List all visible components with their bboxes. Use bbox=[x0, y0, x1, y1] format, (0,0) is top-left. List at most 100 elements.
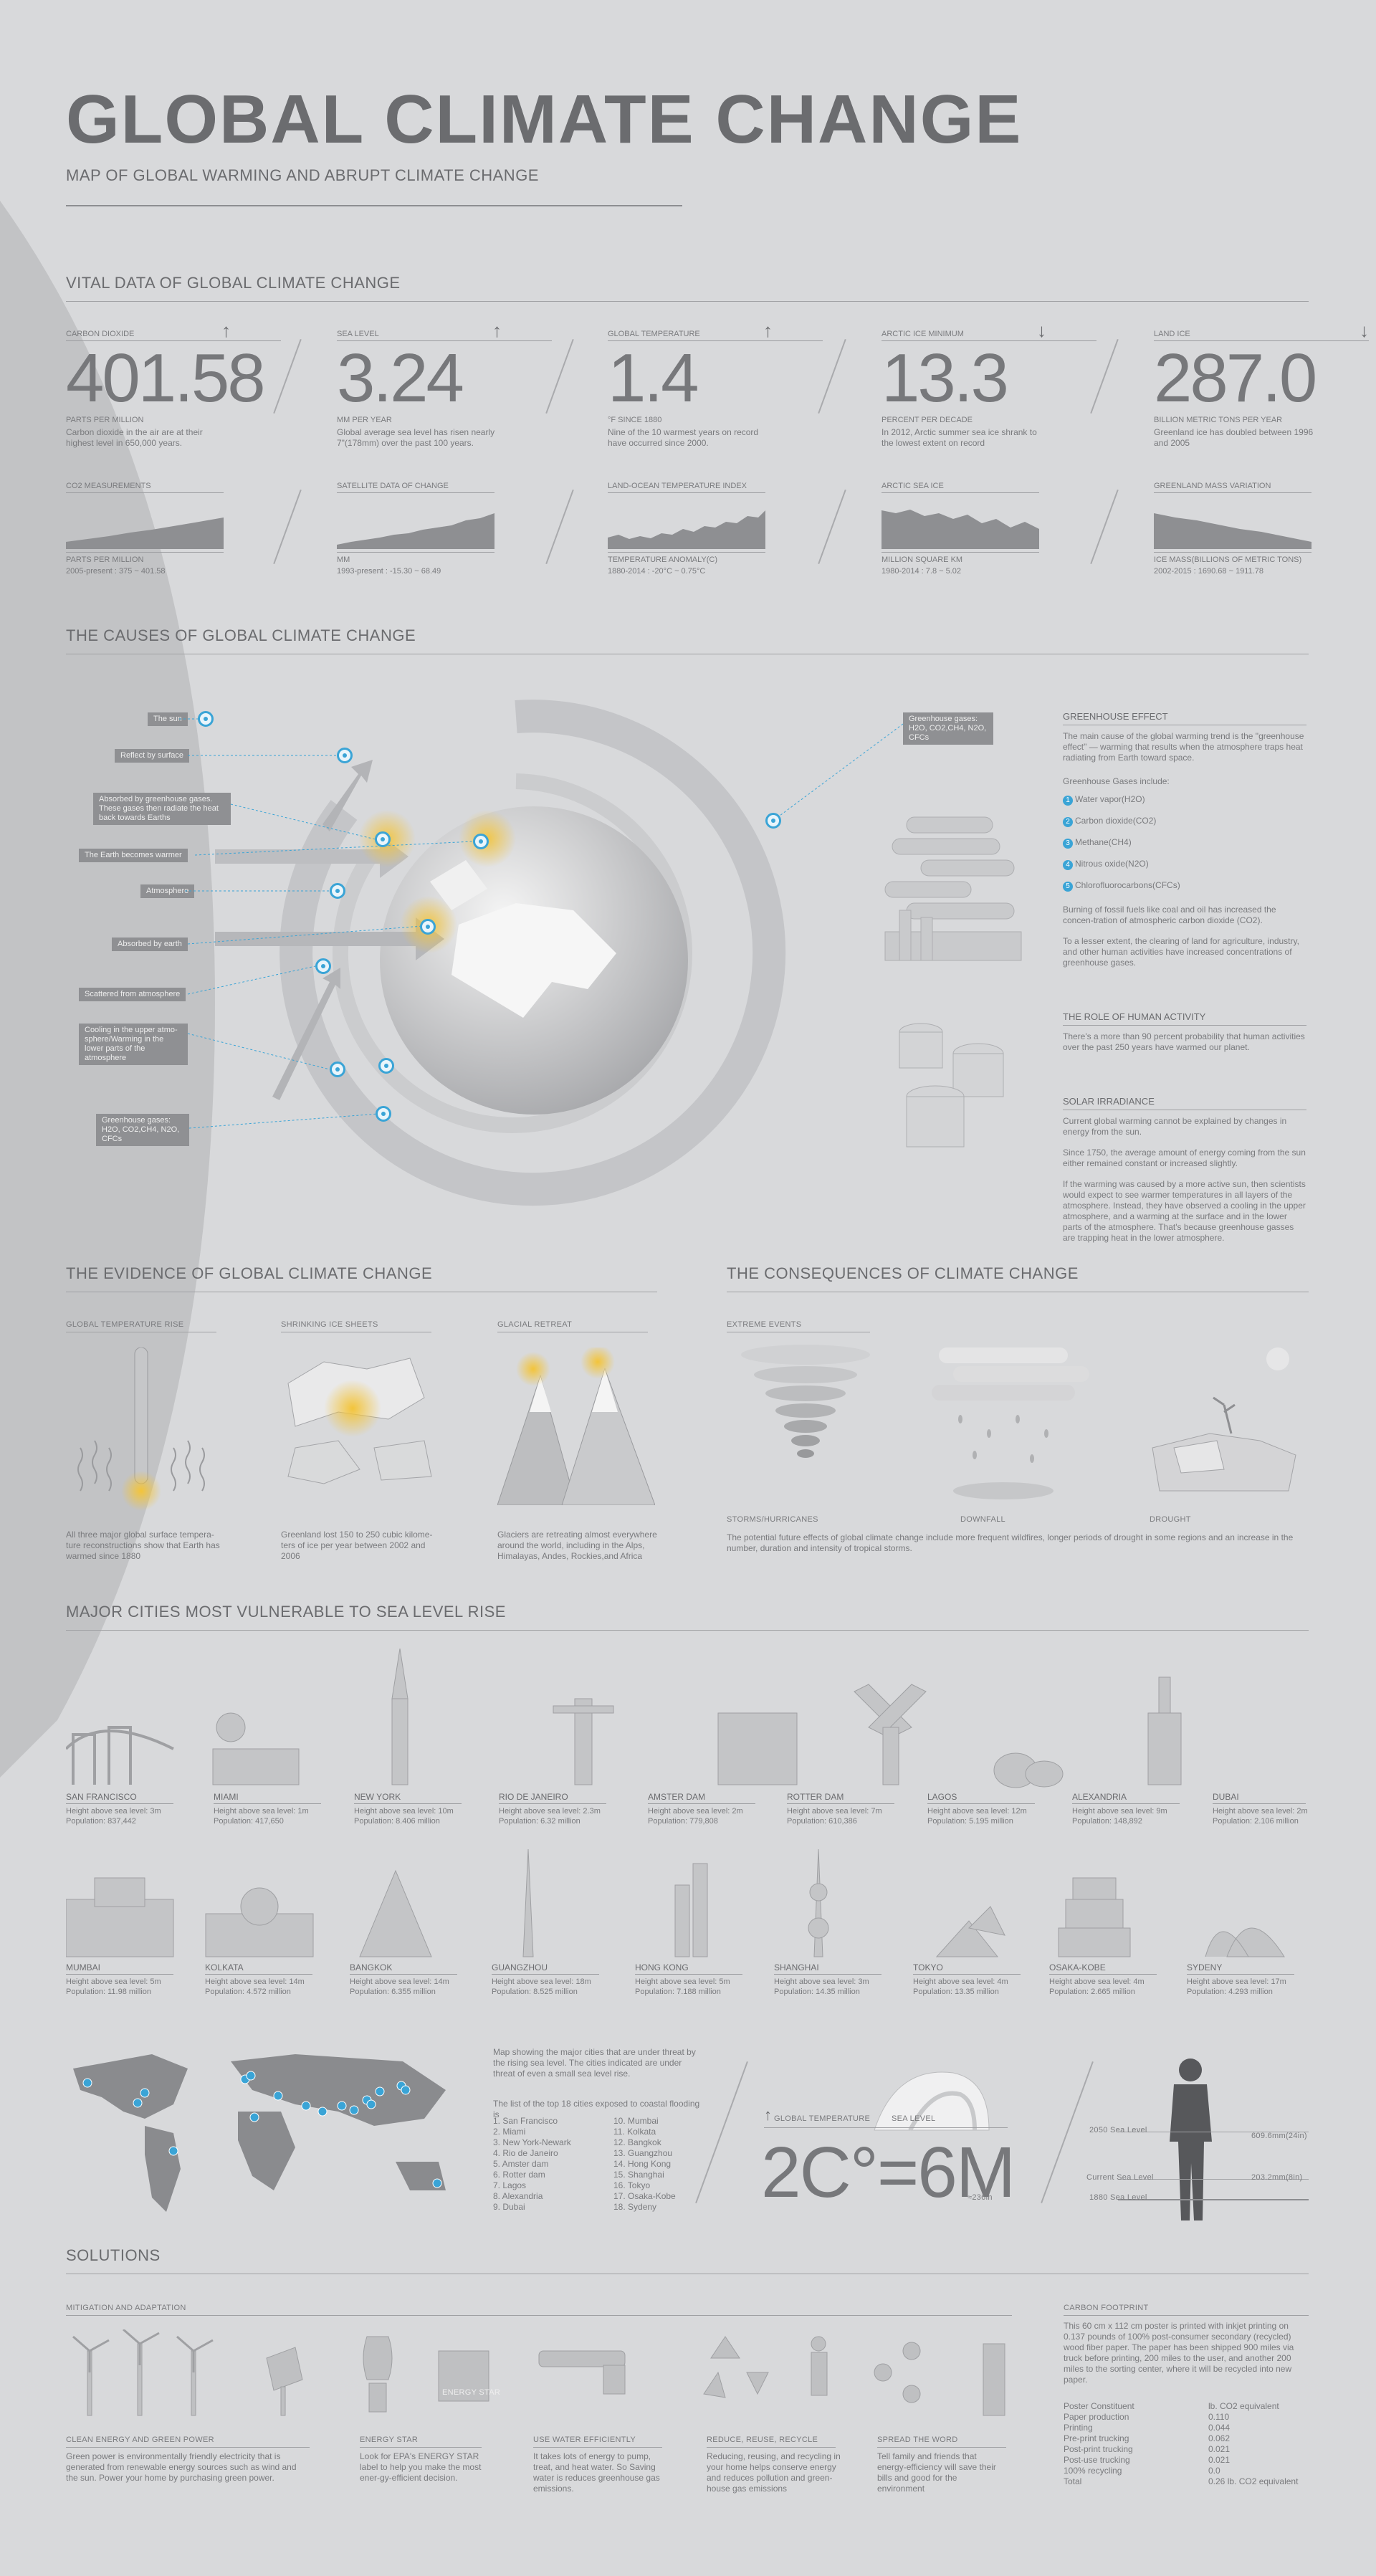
solution-key: CLEAN ENERGY AND GREEN POWER bbox=[66, 2436, 214, 2444]
vital-key: SEA LEVEL bbox=[337, 330, 379, 338]
drought-illustration bbox=[1152, 1347, 1296, 1492]
footprint-key: Printing bbox=[1064, 2423, 1093, 2433]
city-population: Population: 8.525 million bbox=[492, 1988, 578, 1996]
vital-rule bbox=[1154, 340, 1369, 341]
footprint-key: Post-use trucking bbox=[1064, 2455, 1130, 2465]
city-population: Population: 2.665 million bbox=[1049, 1988, 1135, 1996]
greenhouse-diagram bbox=[215, 700, 786, 1206]
vital-key: LAND ICE bbox=[1154, 330, 1190, 338]
city-height: Height above sea level: 4m bbox=[913, 1978, 1008, 1986]
vital-unit: BILLION METRIC TONS PER YEAR bbox=[1154, 416, 1283, 424]
footprint-row: 100% recycling 0.0 bbox=[1064, 2466, 1309, 2476]
vital-sea-level: SEA LEVEL ↑ 3.24 MM PER YEAR Global aver… bbox=[337, 320, 552, 449]
temperature-chart: LAND-OCEAN TEMPERATURE INDEX TEMPERATURE… bbox=[608, 482, 765, 576]
footprint-row: Post-use trucking 0.021 bbox=[1064, 2455, 1309, 2466]
city-population: Population: 2.106 million bbox=[1213, 1817, 1299, 1826]
chart-range: 1980-2014 : 7.8 ~ 5.02 bbox=[882, 567, 962, 576]
footprint-value: 0.044 bbox=[1208, 2423, 1231, 2433]
city-rule bbox=[350, 1974, 457, 1975]
chart-key: GREENLAND MASS VARIATION bbox=[1154, 482, 1271, 490]
equation-rule bbox=[764, 2127, 1008, 2128]
label-absorbed-greenhouse: Absorbed by greenhouse gases. These gase… bbox=[93, 793, 231, 825]
vital-rule bbox=[66, 340, 281, 341]
arrow-up-icon: ↑ bbox=[221, 320, 231, 341]
city-rule bbox=[66, 1974, 173, 1975]
page-subtitle: MAP OF GLOBAL WARMING AND ABRUPT CLIMATE… bbox=[66, 166, 539, 184]
chart-key: SATELLITE DATA OF CHANGE bbox=[337, 482, 449, 490]
city-card: SYDENY Height above sea level: 17m Populat… bbox=[1187, 1962, 1309, 1997]
label-earth-warmer: The Earth becomes warmer bbox=[79, 849, 188, 862]
chart-range: 1993-present : -15.30 ~ 68.49 bbox=[337, 567, 441, 576]
city-height: Height above sea level: 4m bbox=[1049, 1978, 1145, 1986]
city-skyline-row1 bbox=[66, 1649, 1182, 1788]
city-list-item: 1. San Francisco bbox=[493, 2116, 558, 2126]
vital-value: 3.24 bbox=[337, 340, 464, 416]
consequences-text: The potential future effects of global c… bbox=[727, 1532, 1294, 1553]
label-absorbed-earth: Absorbed by earth bbox=[112, 938, 188, 951]
city-name: TOKYO bbox=[913, 1962, 943, 1972]
chart-range: 1880-2014 : -20°C ~ 0.75°C bbox=[608, 567, 706, 576]
chart-unit: TEMPERATURE ANOMALY(C) bbox=[608, 552, 765, 564]
footprint-key: Paper production bbox=[1064, 2412, 1129, 2422]
city-name: ALEXANDRIA bbox=[1072, 1792, 1127, 1802]
vital-value: 1.4 bbox=[608, 340, 699, 416]
vital-desc: Nine of the 10 warmest years on record h… bbox=[608, 427, 759, 448]
footprint-row: Total 0.26 lb. CO2 equivalent bbox=[1064, 2476, 1309, 2487]
footprint-row: Printing 0.044 bbox=[1064, 2423, 1309, 2433]
gas-item: 3 Methane(CH4) bbox=[1063, 837, 1306, 849]
vital-divider bbox=[66, 301, 1309, 302]
marker-dot bbox=[378, 1058, 394, 1074]
marker-dot bbox=[473, 834, 489, 849]
city-card: LAGOS Height above sea level: 12m Populati… bbox=[927, 1792, 1056, 1826]
city-population: Population: 11.98 million bbox=[66, 1988, 152, 1996]
city-population: Population: 610,386 bbox=[787, 1817, 857, 1826]
gas-item: 4 Nitrous oxide(N2O) bbox=[1063, 859, 1306, 870]
solution-icons bbox=[72, 2329, 1005, 2416]
chart-key: LAND-OCEAN TEMPERATURE INDEX bbox=[608, 482, 747, 490]
solar-text-3: If the warming was caused by a more acti… bbox=[1063, 1179, 1306, 1243]
consequences-section-title: THE CONSEQUENCES OF CLIMATE CHANGE bbox=[727, 1264, 1079, 1282]
leader-lines bbox=[179, 718, 904, 1129]
mitigation-key: MITIGATION AND ADAPTATION bbox=[66, 2304, 186, 2312]
chart-range: 2005-present : 375 ~ 401.58 bbox=[66, 567, 166, 576]
city-height: Height above sea level: 14m bbox=[350, 1978, 449, 1986]
footprint-row: Pre-print trucking 0.062 bbox=[1064, 2433, 1309, 2444]
city-card: DUBAI Height above sea level: 2m Populatio… bbox=[1213, 1792, 1313, 1826]
city-card: HONG KONG Height above sea level: 5m Popul… bbox=[635, 1962, 764, 1997]
city-rule bbox=[787, 1803, 894, 1804]
solutions-section-title: SOLUTIONS bbox=[66, 2246, 161, 2264]
city-card: ROTTER DAM Height above sea level: 7m Popu… bbox=[787, 1792, 916, 1826]
city-height: Height above sea level: 9m bbox=[1072, 1807, 1167, 1816]
vital-rule bbox=[882, 340, 1096, 341]
sea-level-sparkline bbox=[337, 513, 494, 549]
city-population: Population: 148,892 bbox=[1072, 1817, 1142, 1826]
chart-unit: MILLION SQUARE KM bbox=[882, 552, 1039, 564]
energy-star-badge: ENERGY STAR bbox=[442, 2388, 501, 2397]
city-rule bbox=[648, 1803, 755, 1804]
vital-rule bbox=[337, 340, 552, 341]
level-1880: 1880 Sea Level bbox=[1089, 2193, 1147, 2202]
vital-key: GLOBAL TEMPERATURE bbox=[608, 330, 700, 338]
global-temperature-label: GLOBAL TEMPERATURE bbox=[774, 2114, 871, 2123]
city-height: Height above sea level: 12m bbox=[927, 1807, 1027, 1816]
vital-rule bbox=[608, 340, 823, 341]
footprint-value: 0.110 bbox=[1208, 2412, 1230, 2422]
footprint-value: 0.021 bbox=[1208, 2444, 1231, 2454]
solution-key: USE WATER EFFICIENTLY bbox=[533, 2436, 636, 2444]
city-list-item: 6. Rotter dam bbox=[493, 2170, 545, 2180]
chart-rule bbox=[882, 492, 1039, 493]
city-list-item: 15. Shanghai bbox=[613, 2170, 664, 2180]
person-silhouette bbox=[1170, 2059, 1212, 2220]
solar-text-1: Current global warming cannot be explain… bbox=[1063, 1116, 1287, 1137]
gases-text-1: Burning of fossil fuels like coal and oi… bbox=[1063, 905, 1276, 925]
marker-dot bbox=[330, 883, 345, 899]
city-name: MIAMI bbox=[214, 1792, 239, 1802]
city-population: Population: 6.355 million bbox=[350, 1988, 436, 1996]
arrow-down-icon: ↓ bbox=[1360, 320, 1369, 341]
city-list-item: 16. Tokyo bbox=[613, 2180, 651, 2190]
gas-label: Methane(CH4) bbox=[1075, 837, 1132, 847]
vital-land-ice: LAND ICE ↓ 287.0 BILLION METRIC TONS PER… bbox=[1154, 320, 1369, 449]
level-2050: 2050 Sea Level bbox=[1089, 2126, 1147, 2134]
evidence-text: Greenland lost 150 to 250 cubic kilome-t… bbox=[281, 1530, 433, 1561]
city-rule bbox=[66, 1803, 173, 1804]
